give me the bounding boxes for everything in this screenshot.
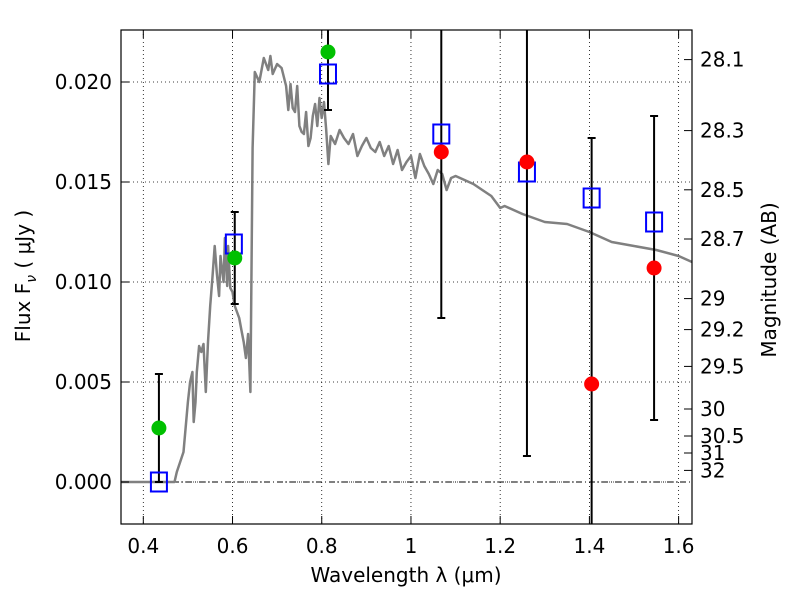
observed-point-circle: [646, 260, 662, 276]
y-axis-label-subscript: ν: [24, 275, 40, 283]
y-tick-label: 0.010: [55, 270, 112, 294]
y2-tick-label: 29: [700, 287, 725, 311]
x-tick-label: 1: [405, 534, 418, 558]
x-tick-label: 1.2: [484, 534, 516, 558]
x-tick-label: 0.4: [127, 534, 159, 558]
y2-tick-label: 30: [700, 397, 725, 421]
model-point-square: [645, 211, 664, 233]
y2-axis-label: Magnitude (AB): [757, 202, 781, 357]
y2-tick-label: 28.3: [700, 119, 745, 143]
observed-point-circle: [519, 154, 535, 170]
y-axis-label-main: Flux F: [11, 283, 35, 342]
data-markers: [149, 44, 664, 493]
observed-point-circle: [227, 250, 243, 266]
x-tick-label: 1.6: [663, 534, 695, 558]
x-axis-ticks: 0.4 0.6 0.8 1 1.2 1.4 1.6: [127, 30, 695, 558]
model-point-square: [582, 187, 601, 209]
plot-frame: [120, 29, 693, 525]
error-bars: [154, 30, 659, 524]
model-point-square: [432, 123, 451, 145]
y-axis-label-units: ( μJy ): [11, 210, 35, 269]
model-point-square: [149, 471, 168, 493]
y2-tick-label: 32: [700, 458, 725, 482]
x-tick-label: 0.8: [306, 534, 338, 558]
x-axis-label: Wavelength λ (μm): [310, 563, 501, 587]
y-axis-label-group: Flux Fν ( μJy ): [11, 210, 40, 342]
y2-tick-label: 30.5: [700, 424, 745, 448]
y-axis-label: Flux Fν ( μJy ): [11, 210, 40, 342]
y2-tick-label: 28.7: [700, 227, 745, 251]
observed-point-circle: [433, 144, 449, 160]
y-tick-label: 0.020: [55, 70, 112, 94]
observed-point-circle: [320, 44, 336, 60]
y-axis-ticks: 0.000 0.005 0.010 0.015 0.020: [55, 70, 129, 494]
y-tick-label: 0.000: [55, 470, 112, 494]
model-point-square: [318, 63, 337, 85]
y-tick-label: 0.015: [55, 170, 112, 194]
y2-tick-label: 28.5: [700, 178, 745, 202]
x-tick-label: 0.6: [217, 534, 249, 558]
y2-axis-label-group: Magnitude (AB): [757, 202, 781, 357]
y2-tick-label: 29.2: [700, 318, 745, 342]
observed-point-circle: [151, 420, 167, 436]
y2-tick-label: 28.1: [700, 48, 745, 72]
y2-tick-label: 31: [700, 441, 725, 465]
y2-tick-label: 29.5: [700, 354, 745, 378]
x-tick-label: 1.4: [573, 534, 605, 558]
observed-point-circle: [584, 376, 600, 392]
y-tick-label: 0.005: [55, 370, 112, 394]
